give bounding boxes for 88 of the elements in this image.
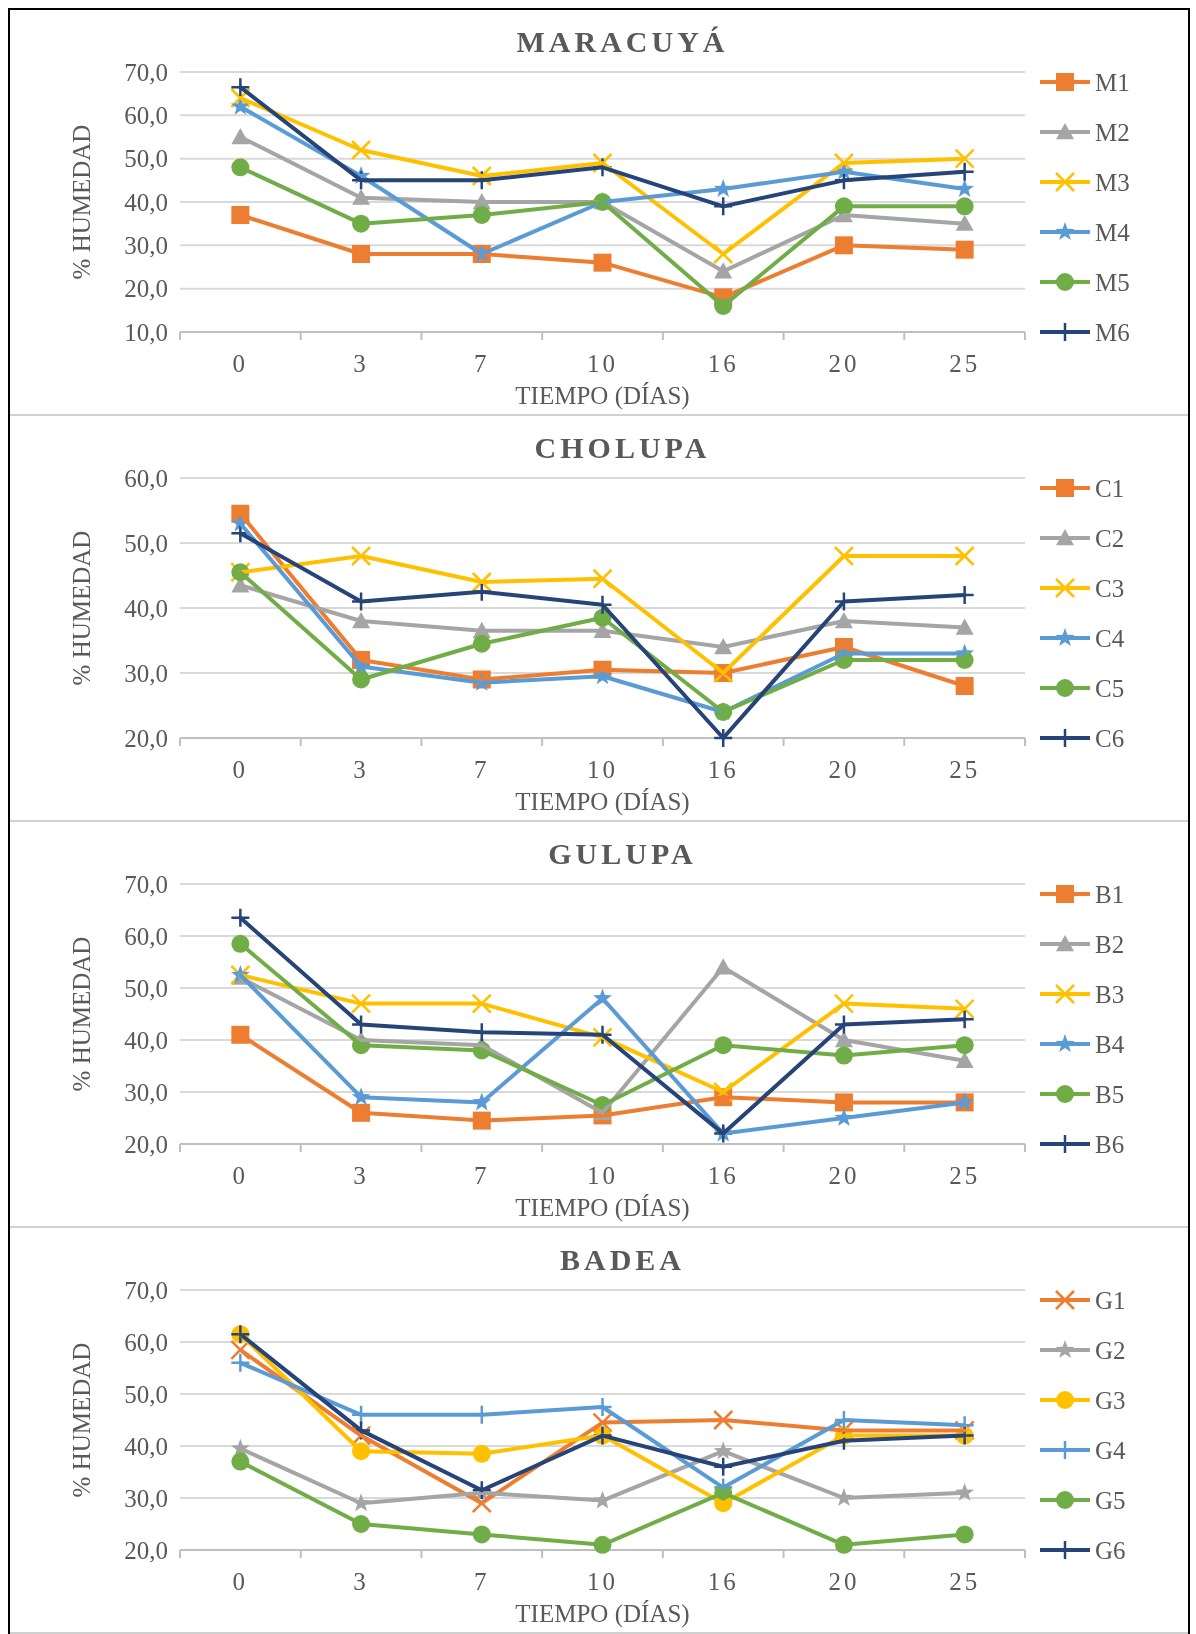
- legend-label: G6: [1095, 1536, 1126, 1564]
- y-tick-label: 60,0: [124, 922, 168, 950]
- y-tick-label: 30,0: [124, 232, 168, 260]
- y-tick-label: 50,0: [124, 529, 168, 557]
- x-tick-label: 25: [949, 1568, 981, 1595]
- y-tick-label: 60,0: [124, 464, 168, 492]
- x-tick-label: 7: [474, 350, 490, 377]
- y-tick-label: 70,0: [124, 58, 168, 86]
- x-tick-label: 7: [474, 1162, 490, 1189]
- legend-label: M6: [1095, 318, 1130, 346]
- y-axis-title: % HUMEDAD: [68, 936, 95, 1092]
- x-tick-label: 0: [232, 1568, 249, 1595]
- x-tick-label: 25: [949, 756, 981, 783]
- y-tick-label: 70,0: [124, 870, 168, 898]
- x-tick-label: 20: [828, 350, 860, 377]
- x-tick-label: 16: [707, 1568, 739, 1595]
- x-tick-label: 3: [353, 350, 369, 377]
- y-tick-label: 70,0: [124, 1276, 168, 1304]
- y-tick-label: 60,0: [124, 102, 168, 130]
- x-tick-label: 0: [232, 756, 249, 783]
- y-tick-label: 30,0: [124, 1078, 168, 1106]
- x-tick-label: 7: [474, 1568, 490, 1595]
- y-tick-label: 50,0: [124, 145, 168, 173]
- chart-title: BADEA: [559, 1243, 686, 1276]
- y-axis-title: % HUMEDAD: [68, 530, 95, 686]
- y-tick-label: 20,0: [124, 275, 168, 303]
- legend-label: G2: [1095, 1336, 1126, 1364]
- legend-label: M2: [1095, 118, 1130, 146]
- x-tick-label: 3: [353, 756, 369, 783]
- x-tick-label: 20: [828, 1162, 860, 1189]
- legend-label: G5: [1095, 1486, 1126, 1514]
- legend-label: C5: [1095, 674, 1125, 702]
- y-tick-label: 30,0: [124, 1484, 168, 1512]
- x-axis-title: TIEMPO (DÍAS): [515, 382, 690, 410]
- x-tick-label: 16: [707, 756, 739, 783]
- x-tick-label: 25: [949, 1162, 981, 1189]
- y-tick-label: 50,0: [124, 974, 168, 1002]
- y-axis-title: % HUMEDAD: [68, 124, 95, 280]
- legend-label: B3: [1095, 980, 1125, 1008]
- legend-label: M4: [1095, 218, 1131, 246]
- legend-label: G1: [1095, 1286, 1126, 1314]
- y-axis-title: % HUMEDAD: [68, 1342, 95, 1498]
- legend-label: C2: [1095, 524, 1125, 552]
- x-tick-label: 3: [353, 1568, 369, 1595]
- chart-title: MARACUYÁ: [516, 25, 729, 58]
- legend-label: G4: [1095, 1436, 1127, 1464]
- chart-title: CHOLUPA: [534, 431, 711, 464]
- x-tick-label: 0: [232, 350, 249, 377]
- legend-label: B4: [1095, 1030, 1125, 1058]
- legend-label: M3: [1095, 168, 1130, 196]
- legend-label: C6: [1095, 724, 1125, 752]
- y-tick-label: 40,0: [124, 594, 168, 622]
- y-tick-label: 60,0: [124, 1328, 168, 1356]
- chart-title: GULUPA: [548, 837, 697, 870]
- x-tick-label: 7: [474, 756, 490, 783]
- y-tick-label: 20,0: [124, 1536, 168, 1564]
- x-tick-label: 0: [232, 1162, 249, 1189]
- legend-label: B2: [1095, 930, 1125, 958]
- legend-label: B6: [1095, 1130, 1125, 1158]
- x-tick-label: 10: [587, 756, 618, 783]
- legend-label: C4: [1095, 624, 1125, 652]
- x-tick-label: 25: [949, 350, 981, 377]
- x-tick-label: 10: [587, 1162, 618, 1189]
- legend-label: B5: [1095, 1080, 1125, 1108]
- x-tick-label: 10: [587, 1568, 618, 1595]
- x-tick-label: 3: [353, 1162, 369, 1189]
- x-tick-label: 16: [707, 1162, 739, 1189]
- y-tick-label: 40,0: [124, 188, 168, 216]
- y-tick-label: 40,0: [124, 1432, 168, 1460]
- y-tick-label: 50,0: [124, 1380, 168, 1408]
- x-axis-title: TIEMPO (DÍAS): [515, 1194, 690, 1222]
- legend-label: C1: [1095, 474, 1125, 502]
- y-tick-label: 10,0: [124, 318, 168, 346]
- x-tick-label: 20: [828, 756, 860, 783]
- legend-label: M5: [1095, 268, 1130, 296]
- x-axis-title: TIEMPO (DÍAS): [515, 788, 690, 816]
- y-tick-label: 20,0: [124, 724, 168, 752]
- x-tick-label: 10: [587, 350, 618, 377]
- legend-label: C3: [1095, 574, 1125, 602]
- y-tick-label: 30,0: [124, 659, 168, 687]
- x-tick-label: 20: [828, 1568, 860, 1595]
- x-axis-title: TIEMPO (DÍAS): [515, 1600, 690, 1628]
- legend-label: G3: [1095, 1386, 1126, 1414]
- legend-label: M1: [1095, 68, 1130, 96]
- y-tick-label: 20,0: [124, 1130, 168, 1158]
- x-tick-label: 16: [707, 350, 739, 377]
- y-tick-label: 40,0: [124, 1026, 168, 1054]
- legend-label: B1: [1095, 880, 1125, 908]
